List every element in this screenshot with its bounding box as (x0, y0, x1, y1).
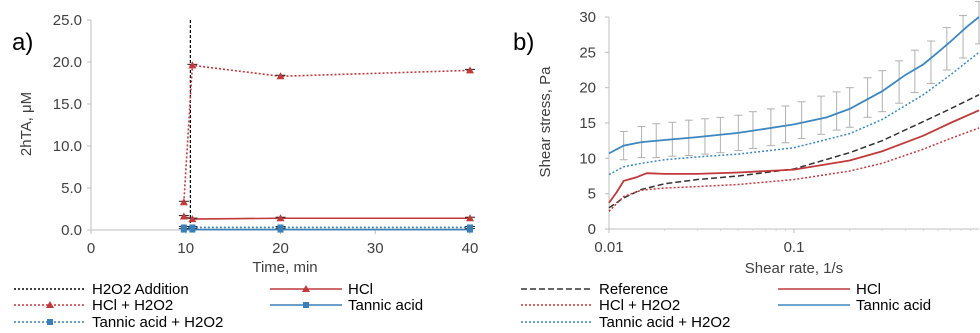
panel-b-error-bar (926, 40, 935, 84)
panel-a-legend-label: Tannic acid (348, 297, 423, 314)
panel-b-error-bar (817, 95, 826, 135)
panel-b-chart: b) Shear stress, Pa Shear rate, 1/s 0 5 10… (513, 0, 980, 277)
panel-b-line-tannic-acid-h2o2 (608, 51, 980, 176)
panel-a-legend-item-tannic-acid: Tannic acid (270, 297, 423, 314)
panel-a-x-tick-label: 40 (462, 240, 479, 257)
panel-a-legend-marker (46, 301, 54, 308)
panel-b-error-bar (863, 77, 872, 118)
panel-a-legend-marker (47, 319, 53, 325)
panel-b-x-axis-label: Shear rate, 1/s (745, 260, 843, 277)
panel-a-legend: H2O2 Addition HCl HCl + H2O2 Tannic acid Tan… (14, 281, 423, 331)
panel-b-error-bar (781, 105, 790, 144)
panel-b-error-bar (797, 101, 806, 140)
panel-b-label: b) (513, 29, 534, 56)
panel-b-legend-item-hcl: HCl (778, 281, 881, 298)
panel-a-legend-item-hcl-h2o2: HCl + H2O2 (14, 297, 173, 314)
panel-a-y-tick-label: 0.0 (61, 222, 82, 239)
panel-a-legend-label: Tannic acid + H2O2 (92, 314, 223, 331)
panel-a-y-axis-label: 2hTA, μM (18, 92, 35, 156)
panel-a-x-tick-label: 20 (272, 240, 289, 257)
panel-b-legend: Reference HCl HCl + H2O2 Tannic acid Tannic … (521, 281, 931, 331)
panel-a-x-axis-label: Time, min (252, 259, 317, 276)
panel-b-line-hcl-h2o2 (608, 127, 980, 212)
panel-a-legend-item-h2o2-addition: H2O2 Addition (14, 281, 189, 298)
panel-b-y-tick-label: 30 (579, 9, 596, 26)
panel-a-legend-marker (303, 302, 309, 308)
panel-a-point (466, 214, 474, 222)
panel-a-point (179, 212, 188, 220)
panel-b-y-tick-label: 25 (579, 44, 596, 61)
panel-b-error-bar (832, 91, 841, 131)
panel-b-y-tick-label: 5 (588, 186, 596, 203)
panel-a-point (277, 224, 284, 231)
panel-b-y-tick-label: 15 (579, 115, 596, 132)
panel-a-series-tannic-acid-h2o2 (178, 224, 475, 231)
panel-b-line-tannic-acid (608, 16, 980, 155)
panel-a-x-tick-label: 30 (367, 240, 384, 257)
panel-b-line-hcl (608, 109, 980, 204)
panel-b-y-tick-label: 20 (579, 80, 596, 97)
panel-a-point (188, 61, 197, 69)
panel-a-legend-label: H2O2 Addition (92, 281, 189, 298)
panel-a-point (276, 72, 285, 80)
panel-b-error-bar (845, 87, 854, 128)
panel-a-legend-item-tannic-acid-h2o2: Tannic acid + H2O2 (14, 314, 223, 331)
panel-b-error-bar (975, 0, 980, 45)
panel-a-x-tick-label: 0 (87, 240, 95, 257)
panel-a-series-hcl (178, 212, 475, 223)
panel-b-legend-label: Tannic acid + H2O2 (599, 314, 730, 331)
panel-a-y-tick-label: 5.0 (61, 180, 82, 197)
panel-b-y-axis-label: Shear stress, Pa (537, 66, 554, 178)
panel-a-series-hcl-h2o2 (178, 61, 475, 206)
panel-a-legend-label: HCl + H2O2 (92, 297, 173, 314)
panel-a-chart: a) 2hTA, μM Time, min 0.0 5.0 10.0 15.0 20.0… (12, 12, 478, 276)
panel-a-point (188, 215, 197, 223)
panel-b-y-tick-label: 0 (588, 221, 596, 238)
panel-b-x-tick-label: 0.01 (594, 239, 623, 256)
panel-a-x-tick-label: 10 (177, 240, 194, 257)
panel-b-x-tick-label: 0.1 (784, 239, 805, 256)
panel-b-legend-label: HCl (856, 281, 881, 298)
panel-a-legend-item-hcl: HCl (270, 281, 373, 298)
panel-a-line-hcl-h2o2 (183, 64, 471, 203)
panel-a-series-tannic-acid (178, 226, 475, 233)
panel-a-point (180, 224, 187, 231)
panel-b-y-tick-label: 10 (579, 150, 596, 167)
panel-b-legend-item-hcl-h2o2: HCl + H2O2 (521, 297, 680, 314)
panel-a-point (467, 224, 473, 231)
panel-a-point (179, 198, 188, 206)
panel-a-y-tick-label: 15.0 (53, 96, 82, 113)
panel-a-legend-label: HCl (348, 281, 373, 298)
panel-b-legend-item-tannic-acid-h2o2: Tannic acid + H2O2 (521, 314, 730, 331)
panel-b-line-reference (608, 94, 980, 209)
panel-a-y-tick-label: 20.0 (53, 54, 82, 71)
panel-b-error-bar (942, 27, 951, 71)
panel-a-y-tick-label: 25.0 (53, 12, 82, 29)
panel-a-point (189, 224, 196, 231)
panel-a-label: a) (12, 29, 33, 56)
panel-b-error-bar (910, 49, 919, 94)
panel-b-legend-label: Tannic acid (856, 297, 931, 314)
panel-b-legend-item-reference: Reference (521, 281, 668, 298)
panel-a-point (466, 66, 474, 74)
panel-b-legend-label: Reference (599, 281, 668, 298)
panel-a-legend-marker (302, 285, 310, 292)
panel-a-line-hcl (183, 215, 470, 220)
panel-a-point (276, 214, 285, 222)
panel-a-y-tick-label: 10.0 (53, 138, 82, 155)
panel-b-legend-label: HCl + H2O2 (599, 297, 680, 314)
panel-b-legend-item-tannic-acid: Tannic acid (778, 297, 931, 314)
panel-b-error-bar (895, 60, 904, 104)
panel-b-error-bar (959, 15, 968, 59)
